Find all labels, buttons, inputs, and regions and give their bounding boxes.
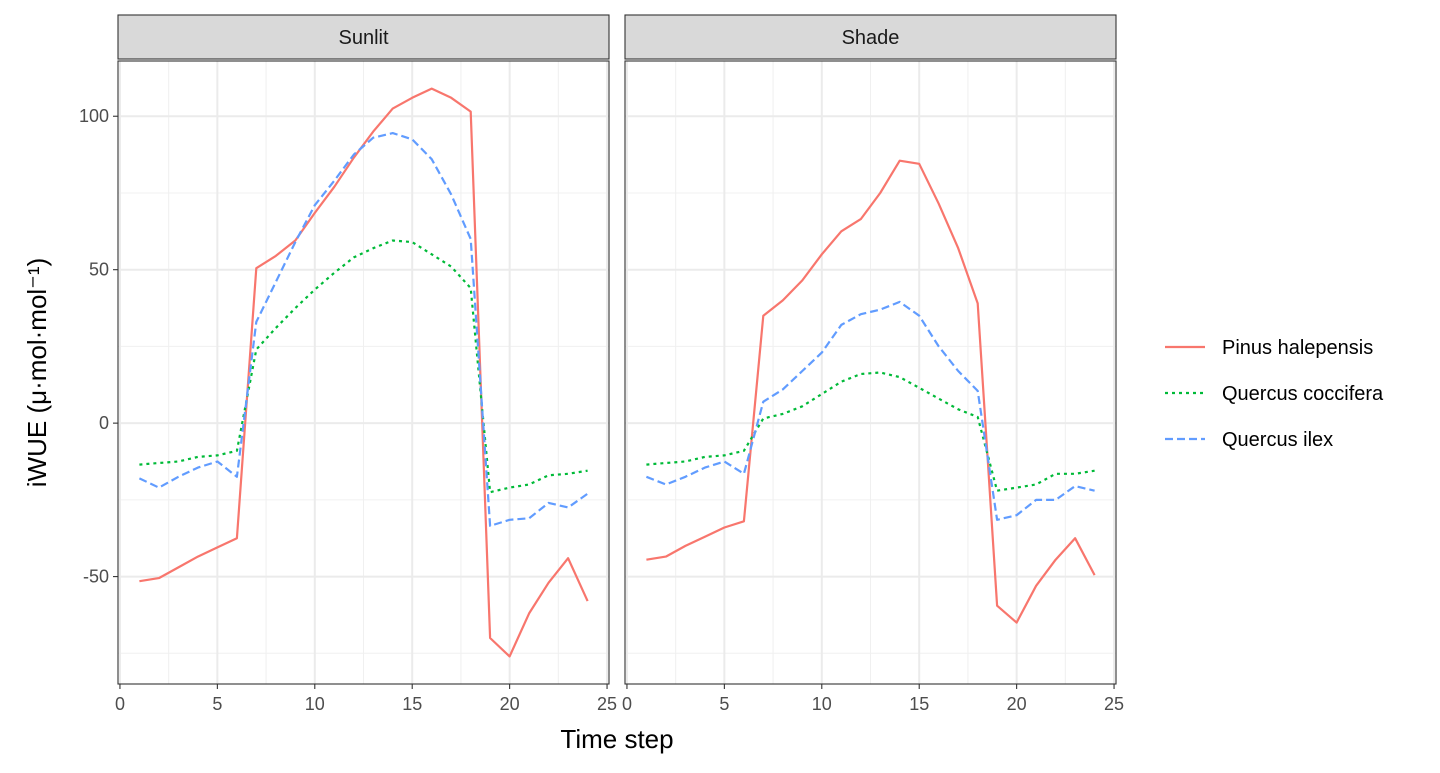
y-tick-label: 100 xyxy=(79,106,109,126)
panel-border-1 xyxy=(624,60,1117,685)
series-line-quercus-ilex xyxy=(138,132,589,528)
facet-strip-0 xyxy=(117,14,610,60)
x-tick-label: 0 xyxy=(115,694,125,714)
series-line-quercus-ilex xyxy=(645,300,1095,521)
x-tick-label: 0 xyxy=(622,694,632,714)
facet-strip-1 xyxy=(624,14,1117,60)
y-axis-title-main: iWUE xyxy=(22,421,52,487)
x-tick-label: 10 xyxy=(812,694,832,714)
legend-label-2: Quercus ilex xyxy=(1222,429,1333,451)
x-tick-label: 20 xyxy=(500,694,520,714)
x-tick-label: 25 xyxy=(1104,694,1124,714)
y-tick-label: 0 xyxy=(99,413,109,433)
legend-label-0: Pinus halepensis xyxy=(1222,337,1373,359)
x-tick-label: 5 xyxy=(719,694,729,714)
panel-border-0 xyxy=(117,60,610,685)
x-tick-label: 15 xyxy=(402,694,422,714)
x-tick-label: 10 xyxy=(305,694,325,714)
y-axis-title: iWUE (μ·mol·mol⁻¹) xyxy=(22,258,52,487)
legend-label-1: Quercus coccifera xyxy=(1222,383,1384,405)
facet-title-1: Shade xyxy=(842,27,900,49)
y-axis-title-unit: (μ·mol·mol⁻¹) xyxy=(22,258,52,421)
x-tick-label: 15 xyxy=(909,694,929,714)
series-line-pinus-halepensis xyxy=(646,159,1096,624)
x-tick-label: 20 xyxy=(1007,694,1027,714)
y-tick-label: -50 xyxy=(83,567,109,587)
facet-title-0: Sunlit xyxy=(338,27,388,49)
series-line-pinus-halepensis xyxy=(139,87,589,658)
x-axis-title: Time step xyxy=(560,724,673,754)
series-line-quercus-coccifera xyxy=(646,371,1095,492)
y-tick-label: 50 xyxy=(89,260,109,280)
x-tick-label: 25 xyxy=(597,694,617,714)
series-line-quercus-coccifera xyxy=(139,239,588,494)
x-tick-label: 5 xyxy=(212,694,222,714)
